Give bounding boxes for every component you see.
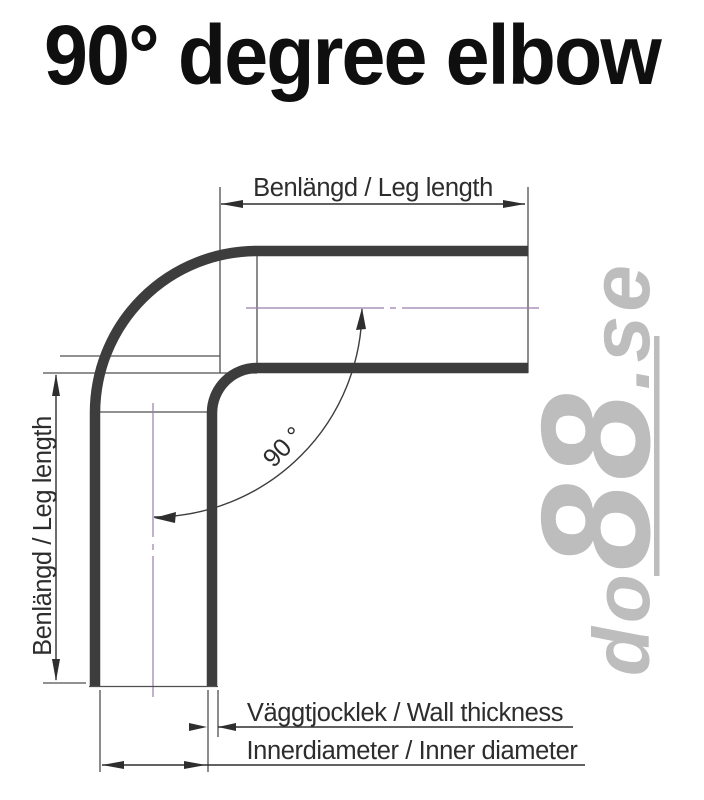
watermark-underline bbox=[654, 336, 660, 576]
extension-lines bbox=[43, 187, 529, 772]
centerlines bbox=[152, 307, 539, 697]
angle-dimension bbox=[153, 308, 366, 523]
elbow-tube bbox=[89, 245, 528, 688]
dim-label-wall-thickness: Väggtjocklek / Wall thickness bbox=[247, 699, 563, 727]
arrowhead-left bbox=[154, 512, 176, 523]
dim-label-leg-length-top: Benlängd / Leg length bbox=[253, 174, 493, 202]
tube-outer-wall bbox=[89, 245, 528, 686]
angle-arc bbox=[153, 308, 363, 518]
dimension-wall-thickness bbox=[189, 723, 573, 731]
arrowhead-right bbox=[503, 200, 525, 208]
arrowhead-left bbox=[102, 761, 124, 769]
dimension-leg-length-left bbox=[52, 374, 60, 681]
dim-label-inner-diameter: Innerdiameter / Inner diameter bbox=[246, 737, 578, 765]
page-title: 90° degree elbow bbox=[44, 8, 662, 102]
arrowhead-right bbox=[189, 723, 207, 731]
arrowhead-left bbox=[221, 200, 243, 208]
dimension-leg-length-top bbox=[221, 200, 525, 208]
watermark-logo: do88.se bbox=[509, 261, 682, 676]
dimension-inner-diameter bbox=[102, 761, 585, 769]
tube-inner-wall bbox=[206, 362, 528, 686]
arrowhead-up bbox=[52, 374, 60, 396]
arrowhead-right bbox=[184, 761, 206, 769]
arrowhead-down bbox=[52, 659, 60, 681]
watermark-text: do88.se bbox=[509, 261, 682, 676]
arrowhead-up bbox=[356, 308, 366, 330]
angle-label: 90 ° bbox=[258, 422, 309, 473]
dim-label-leg-length-left: Benlängd / Leg length bbox=[29, 416, 57, 656]
dimension-labels: Benlängd / Leg length Benlängd / Leg len… bbox=[29, 174, 579, 765]
